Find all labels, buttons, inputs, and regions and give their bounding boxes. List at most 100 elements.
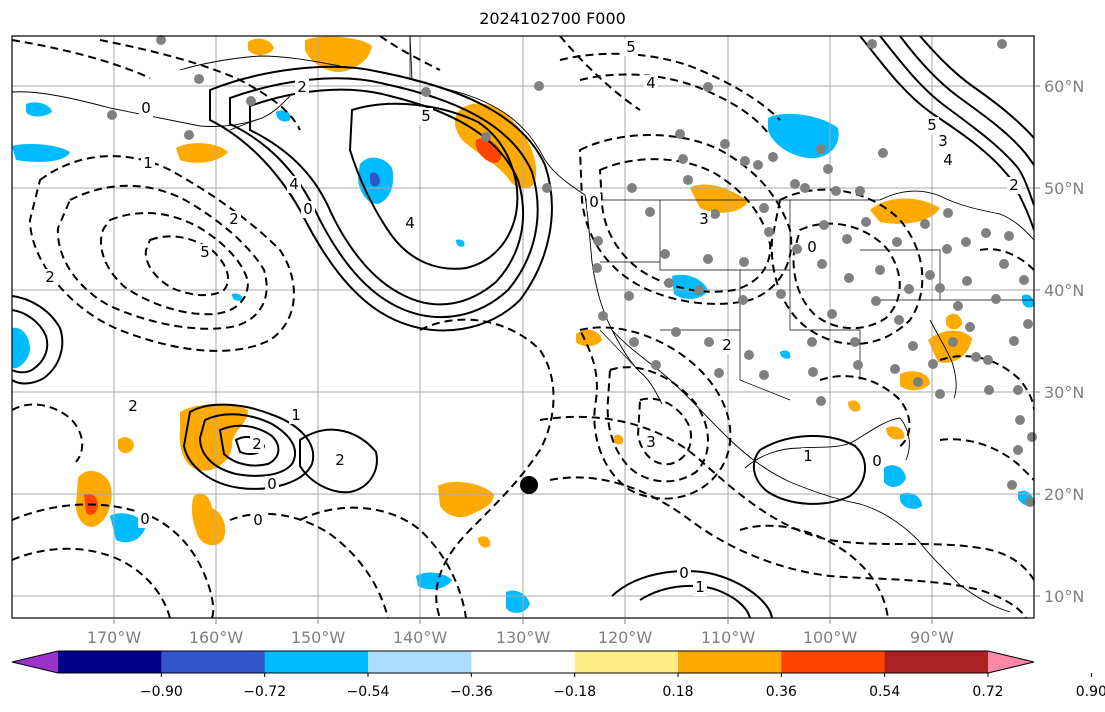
- colorbar-tick-label: 0.54: [869, 684, 900, 700]
- orange-fill-wy: [690, 184, 748, 213]
- royal-fill-gulf-ak: [370, 172, 380, 187]
- orange-fill-sm1: [848, 400, 861, 412]
- contour-label-bg: [139, 100, 153, 117]
- colorbar-tick-label: −0.72: [243, 684, 286, 700]
- sky-fill-hawaii: [110, 513, 146, 543]
- lat-label: 30°N: [1044, 383, 1084, 402]
- contour-label: 2: [229, 210, 239, 228]
- lat-label: 20°N: [1044, 485, 1084, 504]
- contour-label: 5: [927, 116, 937, 134]
- contour-label-bg: [403, 215, 417, 232]
- colorbar-segment: [678, 651, 782, 673]
- colorbar-segment: [471, 651, 576, 673]
- contour-label: 5: [200, 243, 210, 261]
- shaded-fields: [12, 36, 1034, 613]
- orange-fill-gulf: [928, 330, 972, 363]
- station-markers: [107, 35, 1037, 507]
- contour-label-bg: [720, 337, 734, 354]
- lat-label: 60°N: [1044, 77, 1084, 96]
- contour-label: 0: [589, 193, 599, 211]
- contour-label: 0: [872, 452, 882, 470]
- contour-label: 2: [128, 397, 138, 415]
- sky-fill-sm2: [232, 293, 243, 301]
- contour-label: 4: [943, 151, 953, 169]
- sky-fill-south1: [416, 572, 452, 590]
- contour-label-bg: [925, 117, 939, 134]
- lat-label: 10°N: [1044, 587, 1084, 606]
- contour-label: 0: [140, 510, 150, 528]
- orange-fill-s: [191, 493, 226, 546]
- lon-label: 100°W: [803, 628, 858, 647]
- contour-label-bg: [870, 453, 884, 470]
- contours-positive: [12, 36, 1034, 618]
- contour-label-bg: [295, 79, 309, 96]
- sky-fill-w-edge3: [12, 327, 30, 369]
- sky-fill-w-edge2: [26, 102, 52, 117]
- contour-label: 2: [297, 78, 307, 96]
- sky-fill-w-edge1: [12, 144, 70, 162]
- colorbar-segment: [161, 651, 266, 673]
- orange-fill-aleut: [176, 143, 228, 163]
- colorbar-segment: [264, 651, 369, 673]
- contour-label: 2: [335, 451, 345, 469]
- orange-fill-sm2: [886, 426, 905, 440]
- contour-label-bg: [289, 407, 303, 424]
- contour-label-bg: [644, 434, 658, 451]
- orange-fill-fl: [946, 313, 962, 330]
- contour-label-bg: [227, 211, 241, 228]
- target-point-marker: [520, 476, 538, 494]
- colorbar-segment: [368, 651, 472, 673]
- colorbar-extend-max: [988, 651, 1034, 673]
- orange-fill-ak-w: [248, 38, 274, 56]
- contour-label: 1: [291, 406, 301, 424]
- contour-label: 1: [803, 447, 813, 465]
- map-title: 2024102700 F000: [479, 9, 626, 28]
- contour-label-bg: [677, 565, 691, 582]
- contour-label-bg: [936, 133, 950, 150]
- sky-fill-sm1: [456, 239, 465, 247]
- orange-fill-central: [438, 481, 494, 518]
- contour-label-bg: [251, 512, 265, 529]
- contour-label-bg: [141, 155, 155, 172]
- colorbar-tick-label: 0.72: [972, 684, 1003, 700]
- contour-label-bg: [138, 511, 152, 528]
- lon-label: 110°W: [701, 628, 756, 647]
- colorbar-segment: [781, 651, 886, 673]
- contour-label: 1: [695, 578, 705, 596]
- lon-label: 130°W: [496, 628, 551, 647]
- contour-label: 0: [253, 511, 263, 529]
- contour-label-bg: [644, 75, 658, 92]
- contour-label: 2: [1009, 176, 1019, 194]
- contour-label-bg: [697, 211, 711, 228]
- contour-label: 0: [679, 564, 689, 582]
- contour-label: 5: [421, 107, 431, 125]
- contour-label-bg: [265, 476, 279, 493]
- orange-fill-hawaii: [118, 437, 134, 454]
- latitude-axis: 60°N 50°N 40°N 30°N 20°N 10°N: [1034, 77, 1084, 606]
- lon-label: 150°W: [291, 628, 346, 647]
- contour-label-bg: [1007, 177, 1021, 194]
- contour-label: 3: [938, 132, 948, 150]
- colorbar-tick-label: −0.36: [450, 684, 493, 700]
- contour-label: 5: [626, 38, 636, 56]
- contour-label: 0: [807, 238, 817, 256]
- contour-label-bg: [801, 448, 815, 465]
- lon-label: 140°W: [393, 628, 448, 647]
- contour-label: 2: [252, 435, 262, 453]
- graticule: [12, 36, 1034, 618]
- contour-label-bg: [333, 452, 347, 469]
- orange-fill-ne: [870, 198, 940, 224]
- longitude-axis: 170°W 160°W 150°W 140°W 130°W 120°W 110°W 100°W…: [87, 618, 954, 647]
- coastlines: [12, 36, 1034, 613]
- lat-label: 50°N: [1044, 179, 1084, 198]
- contour-label-bg: [287, 176, 301, 193]
- sky-fill-carib: [900, 492, 922, 509]
- colorbar-tick-label: −0.54: [347, 684, 390, 700]
- lon-label: 90°W: [910, 628, 954, 647]
- contour-label-bg: [198, 244, 212, 261]
- red-fill-bc: [475, 138, 502, 164]
- contour-label: 1: [143, 154, 153, 172]
- contour-label: 4: [289, 175, 299, 193]
- colorbar-outline: [11, 650, 1035, 674]
